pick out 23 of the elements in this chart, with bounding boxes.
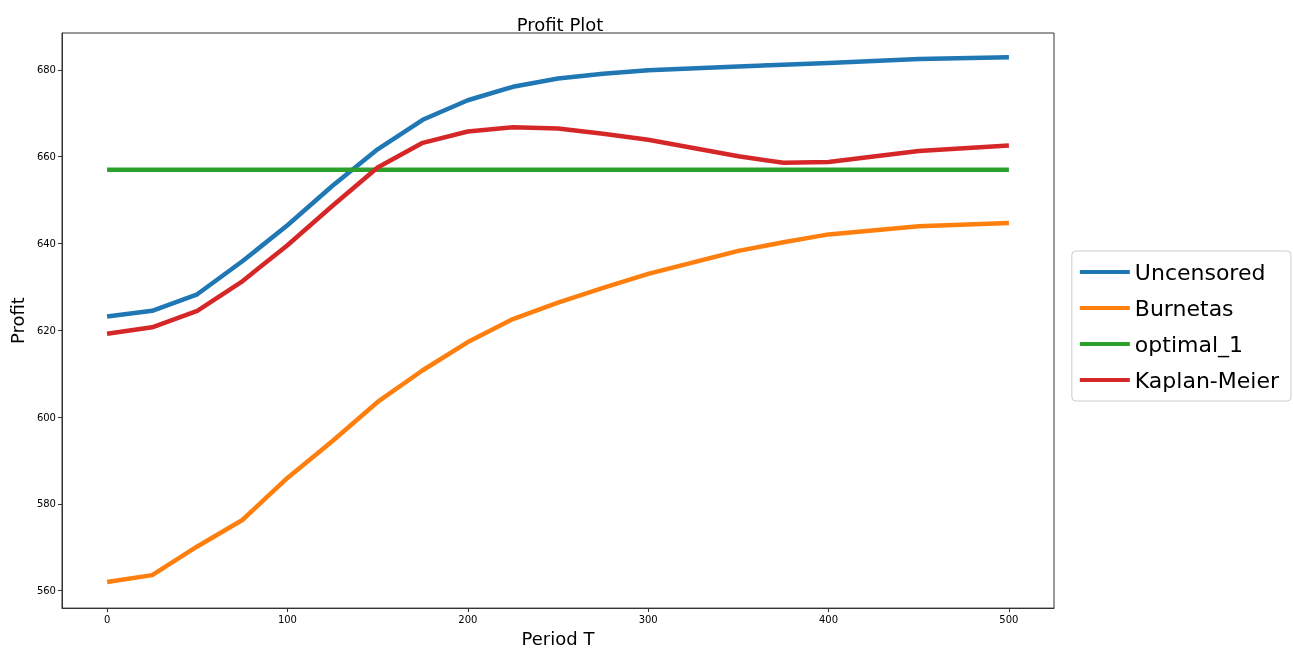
x-tick-label: 500	[999, 613, 1019, 625]
y-tick-label: 640	[36, 238, 56, 250]
y-tick-label: 600	[36, 411, 56, 423]
legend-label: Burnetas	[1134, 295, 1234, 321]
legend-label: optimal_1	[1134, 331, 1244, 358]
x-tick-label: 400	[819, 613, 839, 625]
y-tick-label: 680	[36, 64, 56, 76]
x-tick-label: 200	[458, 613, 478, 625]
legend-label: Uncensored	[1134, 259, 1266, 285]
legend-label: Kaplan-Meier	[1134, 367, 1280, 393]
line-series	[104, 124, 1012, 337]
line-series	[104, 220, 1012, 585]
x-axis-title: Period T	[521, 627, 596, 649]
line-series	[104, 55, 1012, 319]
y-tick-label: 660	[36, 151, 56, 163]
y-tick-label: 560	[36, 585, 56, 597]
x-tick-label: 100	[277, 613, 297, 625]
y-tick-label: 620	[36, 324, 56, 336]
x-tick-label: 300	[638, 613, 658, 625]
x-tick-label: 0	[103, 613, 111, 625]
y-axis-title: Profit	[6, 297, 28, 345]
y-tick-label: 580	[36, 498, 56, 510]
chart-title: Profit Plot	[516, 13, 604, 35]
